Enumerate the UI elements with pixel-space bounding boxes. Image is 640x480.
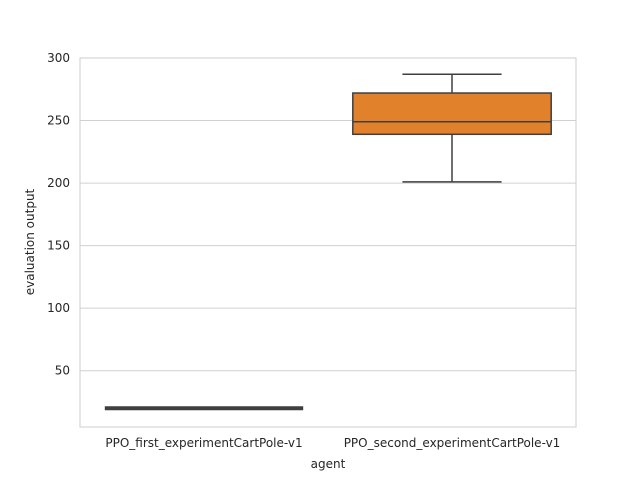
y-tick-label-150: 150	[47, 239, 70, 253]
y-tick-labels: 50 100 150 200 250 300	[47, 51, 70, 378]
y-tick-label-200: 200	[47, 176, 70, 190]
x-tick-label-1: PPO_first_experimentCartPole-v1	[105, 436, 302, 450]
x-tick-labels: PPO_first_experimentCartPole-v1 PPO_secon…	[105, 436, 560, 450]
y-tick-label-100: 100	[47, 301, 70, 315]
box-2	[352, 73, 552, 183]
x-axis-label: agent	[311, 457, 346, 471]
x-tick-label-2: PPO_second_experimentCartPole-v1	[344, 436, 561, 450]
y-tick-label-300: 300	[47, 51, 70, 65]
boxes	[104, 73, 552, 411]
y-tick-label-50: 50	[55, 364, 70, 378]
y-axis-label: evaluation output	[23, 188, 37, 295]
y-tick-label-250: 250	[47, 114, 70, 128]
box-body	[352, 92, 552, 136]
plot-area-frame	[79, 57, 577, 428]
